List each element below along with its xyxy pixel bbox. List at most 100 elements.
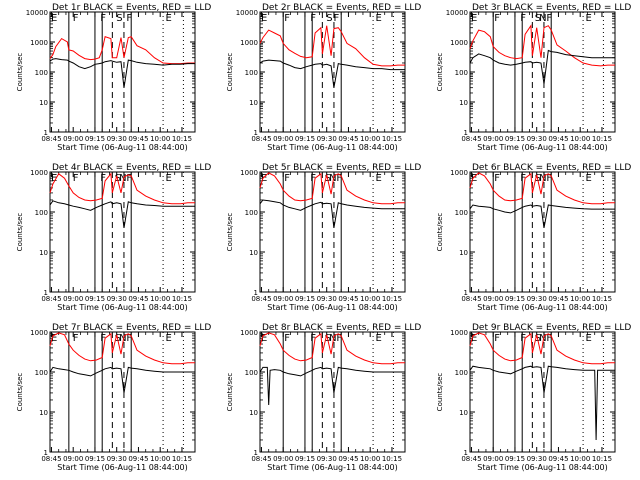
x-tick-label: 09:00 (273, 135, 293, 143)
x-axis-label: Start Time (06-Aug-11 08:44:00) (267, 303, 398, 312)
y-tick-label: 10 (459, 249, 468, 257)
x-tick-label: 09:00 (63, 455, 83, 463)
event-marker-label: E (166, 333, 172, 344)
panel-8: Det 8r BLACK = Events, RED = LLD 1 10 100 10… (226, 323, 421, 472)
x-tick-label: 09:00 (273, 455, 293, 463)
x-tick-label: 10:00 (360, 135, 380, 143)
y-tick-label: 100 (455, 369, 468, 377)
y-tick-label: 1 (464, 449, 468, 457)
x-tick-label: 09:45 (128, 135, 148, 143)
panel-title: Det 9r BLACK = Events, RED = LLD (472, 323, 631, 333)
panel-4: Det 4r BLACK = Events, RED = LLD 1 10 100 10… (16, 163, 211, 312)
y-tick-label: 1 (254, 289, 258, 297)
y-tick-label: 10000 (446, 9, 468, 17)
series-line-events (49, 366, 195, 393)
panel-title: Det 5r BLACK = Events, RED = LLD (262, 163, 421, 173)
x-tick-label: 08:45 (251, 455, 271, 463)
x-tick-label: 09:30 (527, 135, 547, 143)
y-tick-label: 1 (44, 449, 48, 457)
event-marker-label: F (494, 173, 500, 184)
panel-title: Det 4r BLACK = Events, RED = LLD (52, 163, 211, 173)
series-line-lld (49, 332, 195, 365)
x-axis-label: Start Time (06-Aug-11 08:44:00) (57, 143, 188, 152)
event-marker-label: F (284, 333, 290, 344)
panel-5: Det 5r BLACK = Events, RED = LLD 1 10 100 10… (226, 163, 421, 312)
series-line-events (49, 58, 195, 88)
y-tick-label: 1000 (240, 169, 258, 177)
y-tick-label: 10 (459, 409, 468, 417)
x-tick-label: 10:15 (592, 455, 612, 463)
panel-title: Det 3r BLACK = Events, RED = LLD (472, 3, 631, 13)
x-tick-label: 09:00 (483, 135, 503, 143)
event-marker-label: E (586, 173, 592, 184)
x-tick-label: 09:30 (107, 135, 127, 143)
y-tick-label: 1 (44, 289, 48, 297)
event-marker-label: F (284, 173, 290, 184)
y-tick-label: 1000 (450, 169, 468, 177)
y-tick-label: 100 (455, 209, 468, 217)
series-line-lld (469, 332, 615, 365)
x-tick-label: 09:30 (527, 295, 547, 303)
x-tick-label: 10:00 (150, 135, 170, 143)
x-tick-label: 09:15 (85, 455, 105, 463)
x-tick-label: 10:00 (570, 295, 590, 303)
x-tick-label: 09:30 (317, 455, 337, 463)
event-marker-label: F (100, 333, 106, 344)
y-tick-label: 1 (254, 129, 258, 137)
event-marker-label: F (100, 13, 106, 24)
x-tick-label: 10:15 (172, 455, 192, 463)
plot-frame (469, 171, 616, 293)
x-tick-label: 08:45 (251, 295, 271, 303)
x-tick-label: 09:00 (63, 135, 83, 143)
series-line-lld (259, 172, 405, 205)
event-marker-label: E (261, 173, 267, 184)
event-marker-label: F (546, 173, 552, 184)
y-axis-label: Counts/sec (16, 373, 24, 412)
event-marker-label: F (310, 13, 316, 24)
y-tick-label: 10 (249, 409, 258, 417)
y-tick-label: 1000 (240, 329, 258, 337)
x-tick-label: 09:45 (128, 455, 148, 463)
series-line-lld (49, 36, 195, 65)
x-tick-label: 09:15 (295, 135, 315, 143)
x-tick-label: 08:45 (41, 455, 61, 463)
y-tick-label: 10000 (26, 9, 48, 17)
panel-title: Det 7r BLACK = Events, RED = LLD (52, 323, 211, 333)
event-marker-label: S (535, 13, 541, 24)
x-tick-label: 10:15 (382, 455, 402, 463)
x-axis-label: Start Time (06-Aug-11 08:44:00) (477, 143, 608, 152)
series-line-events (469, 204, 615, 228)
event-marker-label: E (261, 333, 267, 344)
y-tick-label: 10 (459, 99, 468, 107)
x-tick-label: 08:45 (461, 455, 481, 463)
event-marker-label: S (116, 13, 122, 24)
y-tick-label: 100 (35, 69, 48, 77)
y-tick-label: 1000 (450, 329, 468, 337)
event-marker-label: F (126, 13, 132, 24)
series-line-lld (469, 172, 615, 205)
x-tick-label: 10:15 (592, 295, 612, 303)
panel-title: Det 6r BLACK = Events, RED = LLD (472, 163, 631, 173)
y-tick-label: 100 (35, 369, 48, 377)
x-tick-label: 09:30 (317, 135, 337, 143)
panel-9: Det 9r BLACK = Events, RED = LLD 1 10 100 10… (436, 323, 631, 472)
y-tick-label: 1000 (30, 329, 48, 337)
plot-frame (469, 331, 616, 453)
x-tick-label: 10:00 (360, 295, 380, 303)
y-axis-label: Counts/sec (226, 373, 234, 412)
series-line-events (49, 200, 195, 228)
series-line-lld (259, 332, 405, 365)
panel-title: Det 2r BLACK = Events, RED = LLD (262, 3, 421, 13)
y-axis-label: Counts/sec (436, 53, 444, 92)
plot-frame (259, 331, 406, 453)
event-marker-label: F (73, 173, 79, 184)
x-tick-label: 08:45 (461, 135, 481, 143)
event-marker-label: F (336, 173, 342, 184)
y-axis-label: Counts/sec (16, 53, 24, 92)
y-axis-label: Counts/sec (226, 53, 234, 92)
y-tick-label: 100 (245, 369, 258, 377)
x-tick-label: 10:00 (150, 455, 170, 463)
x-tick-label: 09:30 (107, 455, 127, 463)
y-tick-label: 100 (35, 209, 48, 217)
x-tick-label: 09:15 (85, 135, 105, 143)
